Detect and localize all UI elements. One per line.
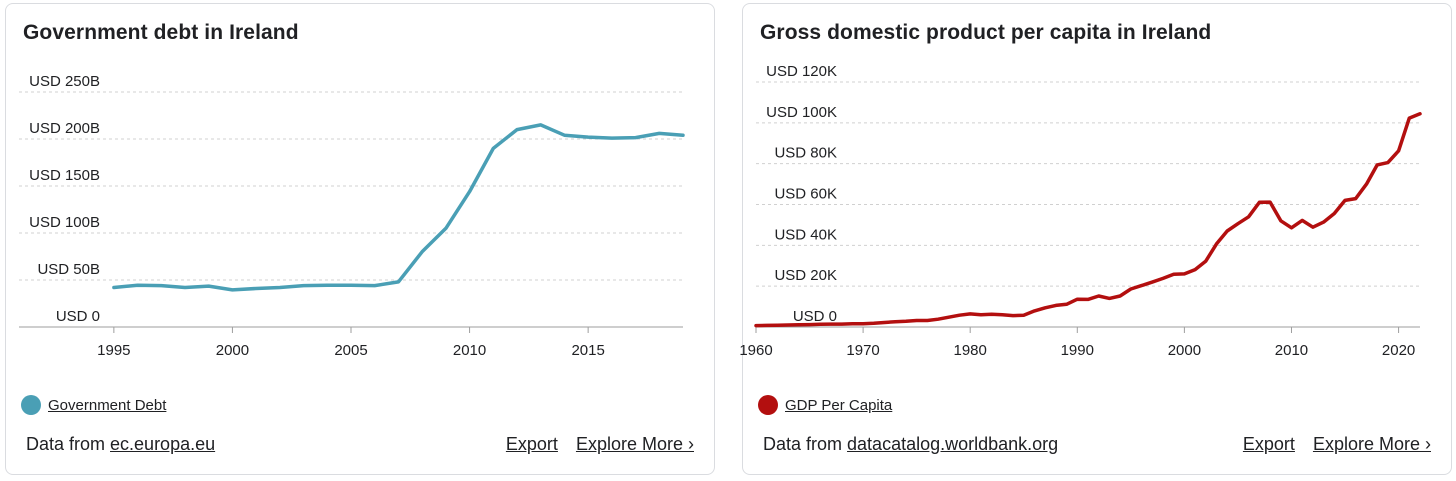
y-tick-label: USD 60K [774,186,837,203]
card-footer: Data from datacatalog.worldbank.org Expo… [763,434,1431,455]
y-tick-label: USD 250B [29,73,100,90]
footer-actions: Export Explore More › [1243,434,1431,455]
government-debt-chart: USD 0 USD 50B USD 100B USD 150B USD 200B USD … [19,73,685,359]
x-tick-label: 1980 [954,342,987,359]
x-tick-label: 1970 [846,342,879,359]
x-tick-label: 1960 [739,342,772,359]
data-source: Data from datacatalog.worldbank.org [763,434,1058,455]
y-tick-label: USD 20K [774,267,837,284]
y-tick-label: USD 100K [766,104,837,121]
legend-color-dot [758,395,778,415]
source-prefix: Data from [26,434,111,454]
y-tick-label: USD 0 [793,308,837,325]
x-tick-label: 2000 [216,342,249,359]
x-tick-label: 2000 [1168,342,1201,359]
x-tick-label: 2015 [571,342,604,359]
footer-actions: Export Explore More › [506,434,694,455]
gdp-per-capita-chart: USD 0 USD 20K USD 40K USD 60K USD 80K USD 100… [739,63,1422,359]
legend-label-gdp-per-capita[interactable]: GDP Per Capita [785,396,893,414]
source-prefix: Data from [763,434,848,454]
explore-more-link[interactable]: Explore More › [1312,434,1431,454]
y-tick-label: USD 0 [56,308,100,325]
legend-color-dot [21,395,41,415]
y-tick-label: USD 80K [774,145,837,162]
x-tick-label: 2020 [1382,342,1415,359]
chart-title: Gross domestic product per capita in Ire… [760,21,1212,44]
y-tick-label: USD 50B [37,261,100,278]
source-link[interactable]: datacatalog.worldbank.org [847,434,1059,454]
export-link[interactable]: Export [1242,434,1295,454]
x-tick-label: 2010 [1275,342,1308,359]
source-link[interactable]: ec.europa.eu [110,434,216,454]
y-tick-label: USD 40K [774,226,837,243]
legend-label-government-debt[interactable]: Government Debt [48,396,167,414]
export-link[interactable]: Export [505,434,558,454]
data-source: Data from ec.europa.eu [26,434,215,455]
x-tick-label: 1995 [97,342,130,359]
y-tick-label: USD 120K [766,63,837,80]
legend[interactable]: GDP Per Capita [758,395,892,415]
x-tick-label: 2005 [334,342,367,359]
gdp-per-capita-card: Gross domestic product per capita in Ire… [739,3,1452,475]
series-line [112,123,685,292]
y-tick-label: USD 200B [29,120,100,137]
chart-title: Government debt in Ireland [23,21,299,44]
x-tick-label: 2010 [453,342,486,359]
y-tick-label: USD 100B [29,214,100,231]
explore-more-link[interactable]: Explore More › [575,434,694,454]
legend[interactable]: Government Debt [21,395,166,415]
series-line [754,112,1422,328]
card-footer: Data from ec.europa.eu Export Explore Mo… [26,434,694,455]
y-tick-label: USD 150B [29,167,100,184]
government-debt-card: Government debt in Ireland USD 0 USD 50B U… [5,3,715,475]
x-tick-label: 1990 [1061,342,1094,359]
